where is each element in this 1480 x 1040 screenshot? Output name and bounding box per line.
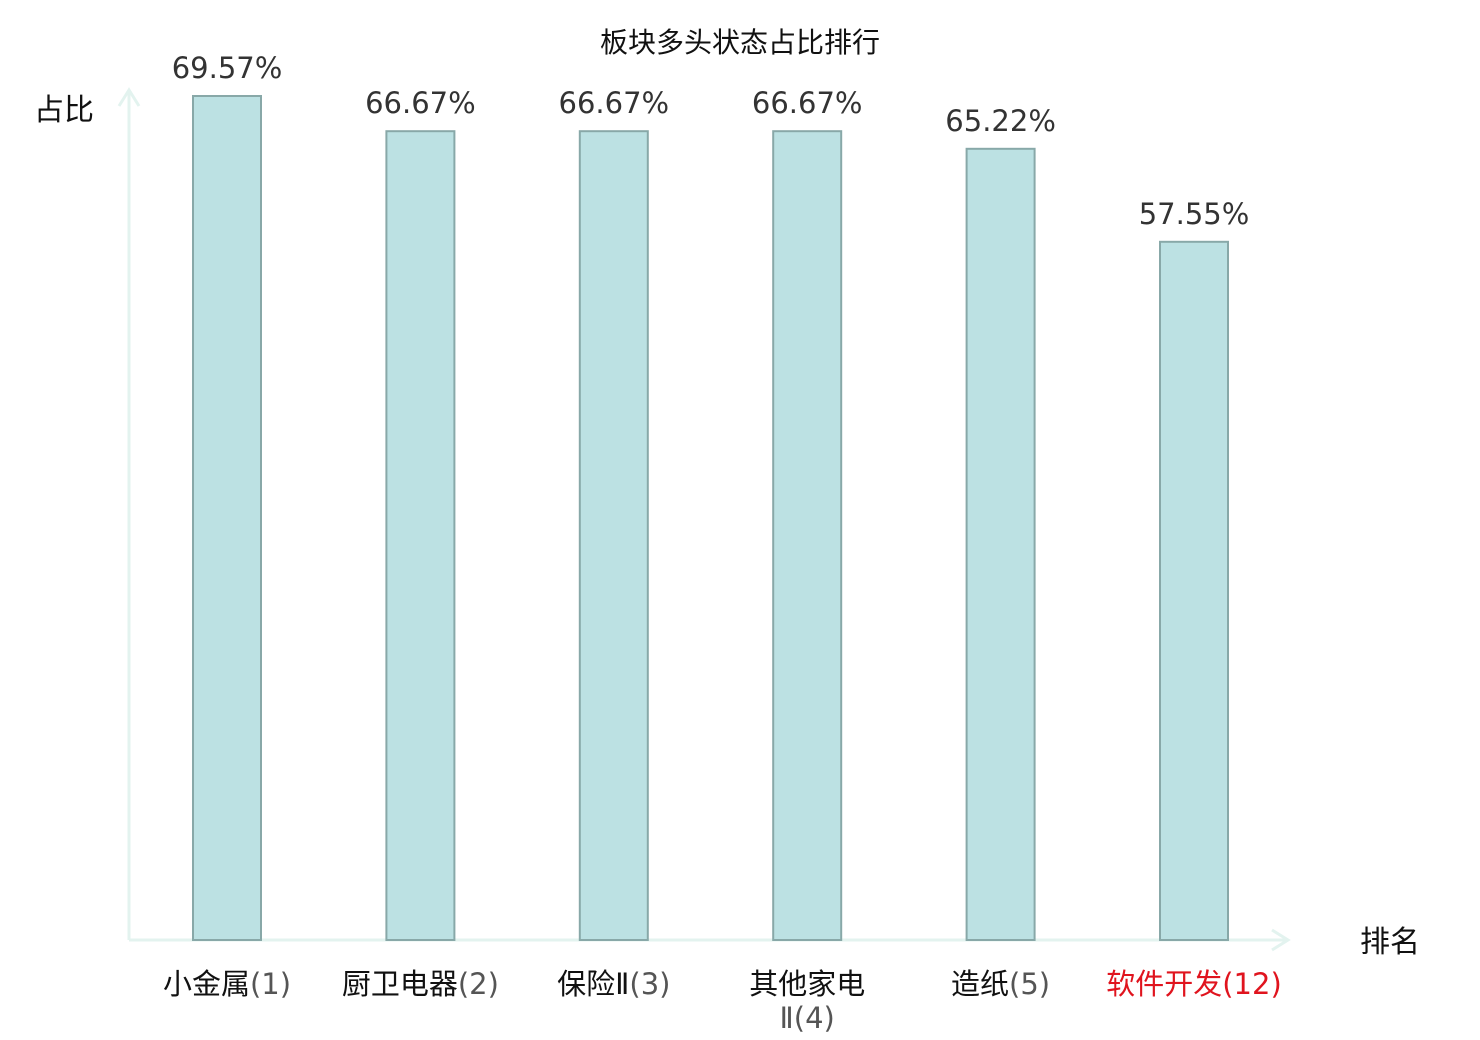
data-label: 66.67% xyxy=(559,86,670,120)
bar xyxy=(965,147,1036,942)
bar xyxy=(772,130,843,941)
x-tick-label: 小金属(1) xyxy=(163,967,291,1001)
x-tick-label-name: 小金属 xyxy=(163,967,250,1001)
x-tick-label-name: 厨卫电器 xyxy=(342,967,458,1001)
x-tick-label-name: 软件开发 xyxy=(1106,967,1222,1001)
x-tick-label-rank: (2) xyxy=(458,967,499,1001)
x-tick-label-rank: (5) xyxy=(1009,967,1050,1001)
x-axis-arrow-icon xyxy=(1271,928,1291,952)
value-labels-group: 69.57% 66.67% 66.67% 66.67% 65.22% 57.55% xyxy=(172,51,1250,231)
x-tick-label-rank: Ⅱ(4) xyxy=(780,1001,835,1035)
chart-title: 板块多头状态占比排行 xyxy=(600,26,880,59)
y-axis-arrow-icon xyxy=(117,87,141,107)
data-label: 69.57% xyxy=(172,51,283,85)
bar xyxy=(578,130,649,941)
data-label: 66.67% xyxy=(365,86,476,120)
x-axis: 排名 xyxy=(129,925,1420,960)
x-tick-label: 保险Ⅱ(3) xyxy=(557,967,670,1001)
bar xyxy=(385,130,456,941)
data-label: 57.55% xyxy=(1139,197,1250,231)
x-axis-title: 排名 xyxy=(1360,925,1420,960)
y-axis: 占比 xyxy=(34,87,141,940)
x-tick-label-rank: (3) xyxy=(629,967,670,1001)
x-tick-label-rank: (1) xyxy=(250,967,291,1001)
x-tick-label-name: 保险Ⅱ xyxy=(557,967,629,1001)
category-labels-group: 小金属(1) 厨卫电器(2) 保险Ⅱ(3) 其他家电 Ⅱ(4) 造纸(5) 软件开发(12) xyxy=(163,967,1282,1035)
data-label: 65.22% xyxy=(945,104,1056,138)
bar xyxy=(1159,240,1229,942)
y-axis-title: 占比 xyxy=(34,93,94,128)
x-tick-label: 厨卫电器(2) xyxy=(342,967,499,1001)
bar xyxy=(192,95,262,941)
x-tick-label-name: 造纸 xyxy=(951,967,1009,1001)
x-tick-label-rank: (12) xyxy=(1222,967,1282,1001)
x-tick-label: 软件开发(12) xyxy=(1106,967,1282,1001)
bars-group xyxy=(192,95,1229,942)
x-tick-label: 其他家电 Ⅱ(4) xyxy=(749,967,865,1035)
data-label: 66.67% xyxy=(752,86,863,120)
x-tick-label: 造纸(5) xyxy=(951,967,1050,1001)
x-tick-label-name: 其他家电 xyxy=(749,967,865,1001)
